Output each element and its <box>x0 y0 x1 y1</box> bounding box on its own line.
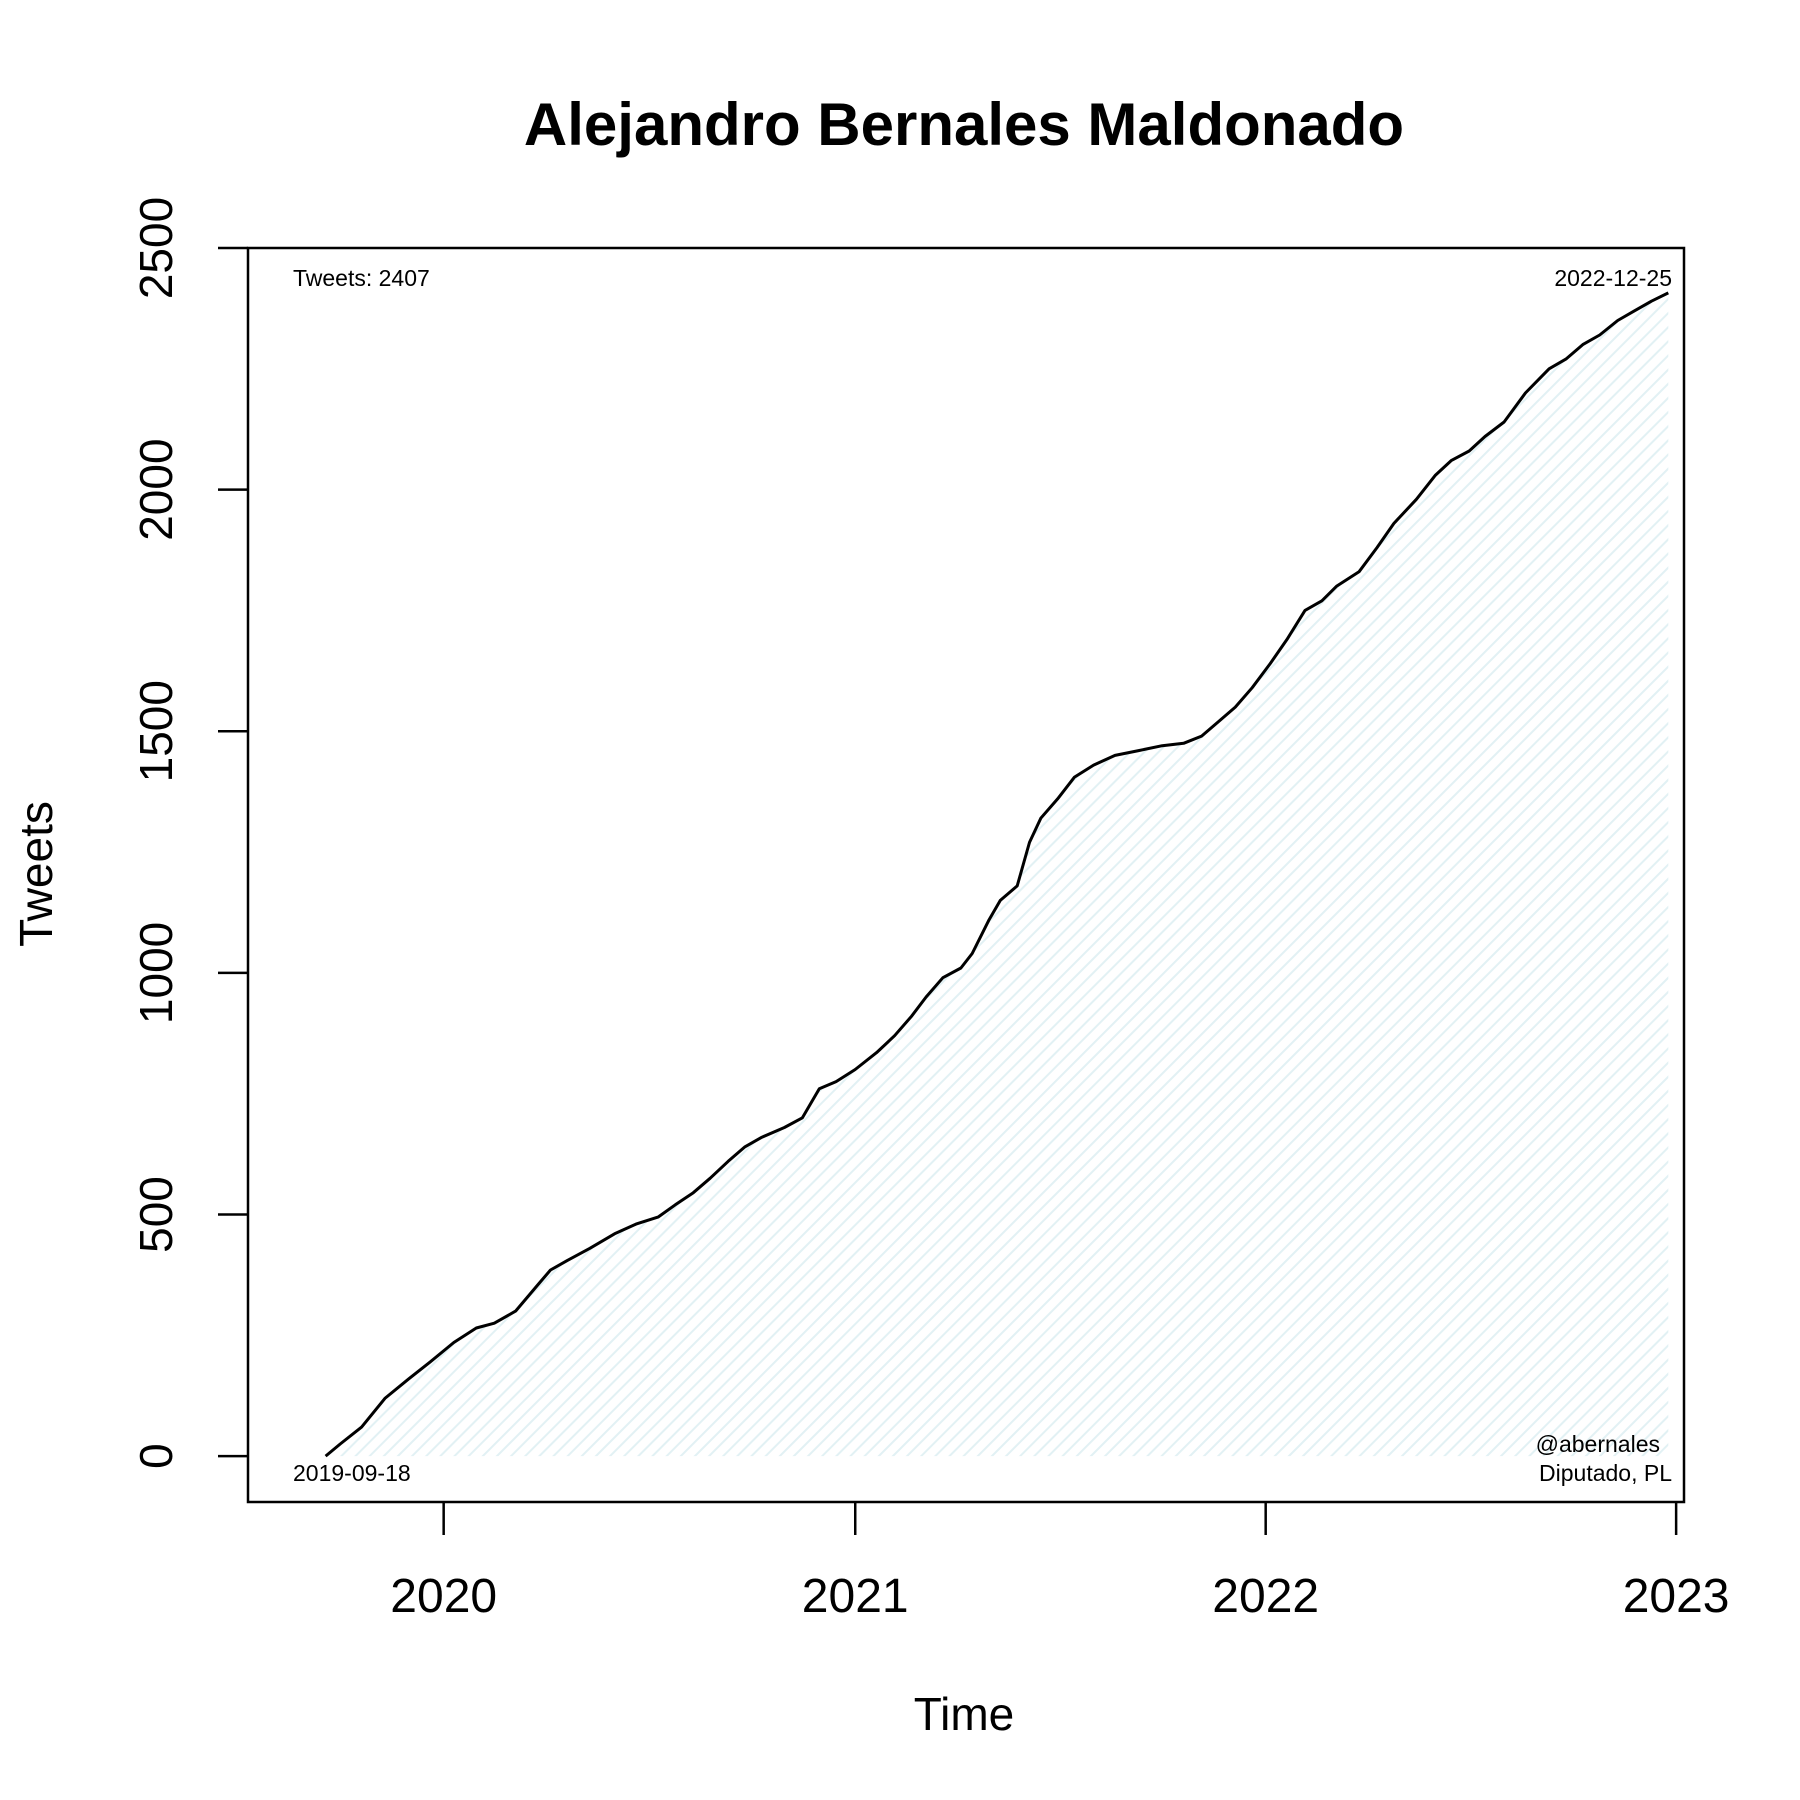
x-tick-label: 2020 <box>390 1570 497 1623</box>
x-tick-label: 2022 <box>1212 1570 1319 1623</box>
end-date-note: 2022-12-25 <box>1554 265 1672 291</box>
y-axis-label: Tweets <box>10 801 62 947</box>
area-layer <box>324 291 1669 1458</box>
y-axis: 0 500 1000 1500 2000 2500 <box>130 197 248 1469</box>
series-area-fill <box>325 292 1669 1457</box>
x-tick-label: 2021 <box>802 1570 909 1623</box>
tweets-count-note: Tweets: 2407 <box>293 265 430 291</box>
y-tick-label: 1500 <box>130 680 182 782</box>
x-tick-label: 2023 <box>1623 1570 1730 1623</box>
start-date-note: 2019-09-18 <box>293 1460 411 1486</box>
chart-title: Alejandro Bernales Maldonado <box>524 91 1404 158</box>
y-tick-label: 0 <box>130 1443 182 1469</box>
series-line <box>324 291 1669 1458</box>
y-tick-label: 500 <box>130 1176 182 1253</box>
y-tick-label: 1000 <box>130 922 182 1024</box>
x-axis-label: Time <box>914 1688 1015 1740</box>
y-tick-label: 2500 <box>130 197 182 299</box>
plot-frame <box>246 246 1686 1504</box>
x-axis: 2020 2021 2022 2023 <box>390 1502 1729 1623</box>
role-note: Diputado, PL <box>1539 1460 1672 1486</box>
y-tick-label: 2000 <box>130 438 182 540</box>
handle-note: @abernales <box>1536 1431 1660 1457</box>
